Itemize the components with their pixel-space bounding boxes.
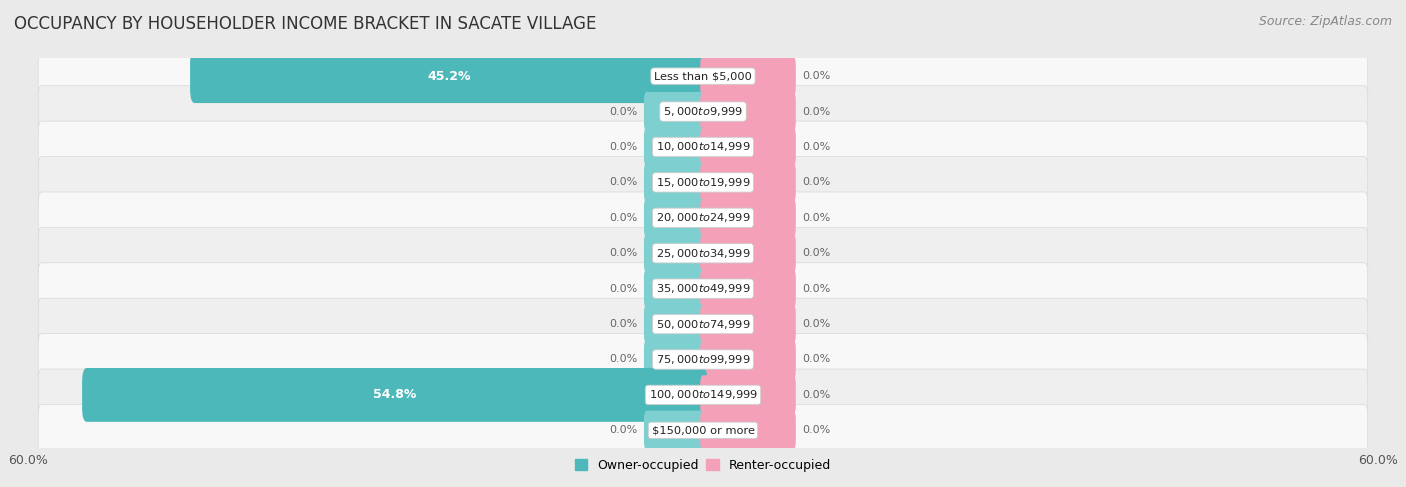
Text: 0.0%: 0.0% — [610, 425, 638, 435]
FancyBboxPatch shape — [644, 163, 706, 202]
FancyBboxPatch shape — [38, 50, 1368, 102]
Text: $100,000 to $149,999: $100,000 to $149,999 — [648, 389, 758, 401]
FancyBboxPatch shape — [700, 304, 796, 344]
FancyBboxPatch shape — [644, 198, 706, 238]
FancyBboxPatch shape — [38, 86, 1368, 137]
FancyBboxPatch shape — [700, 411, 796, 450]
Text: 0.0%: 0.0% — [610, 107, 638, 116]
Text: 0.0%: 0.0% — [610, 283, 638, 294]
Text: 0.0%: 0.0% — [610, 248, 638, 258]
Text: 0.0%: 0.0% — [801, 177, 830, 187]
FancyBboxPatch shape — [38, 298, 1368, 350]
FancyBboxPatch shape — [700, 92, 796, 131]
Text: $20,000 to $24,999: $20,000 to $24,999 — [655, 211, 751, 225]
FancyBboxPatch shape — [82, 368, 707, 422]
FancyBboxPatch shape — [190, 49, 707, 103]
Text: $10,000 to $14,999: $10,000 to $14,999 — [655, 140, 751, 153]
FancyBboxPatch shape — [38, 121, 1368, 173]
FancyBboxPatch shape — [700, 56, 796, 96]
Text: 54.8%: 54.8% — [373, 389, 416, 401]
Text: $50,000 to $74,999: $50,000 to $74,999 — [655, 318, 751, 331]
FancyBboxPatch shape — [700, 127, 796, 167]
Text: 0.0%: 0.0% — [801, 213, 830, 223]
Text: 0.0%: 0.0% — [610, 319, 638, 329]
Text: 0.0%: 0.0% — [801, 248, 830, 258]
FancyBboxPatch shape — [644, 304, 706, 344]
FancyBboxPatch shape — [644, 269, 706, 308]
FancyBboxPatch shape — [700, 234, 796, 273]
Text: 0.0%: 0.0% — [801, 107, 830, 116]
FancyBboxPatch shape — [38, 405, 1368, 456]
FancyBboxPatch shape — [700, 269, 796, 308]
Text: $25,000 to $34,999: $25,000 to $34,999 — [655, 247, 751, 260]
FancyBboxPatch shape — [38, 263, 1368, 315]
Text: 0.0%: 0.0% — [610, 177, 638, 187]
Text: $150,000 or more: $150,000 or more — [651, 425, 755, 435]
Text: 45.2%: 45.2% — [427, 70, 471, 83]
Text: 0.0%: 0.0% — [801, 283, 830, 294]
FancyBboxPatch shape — [700, 198, 796, 238]
Text: 0.0%: 0.0% — [801, 71, 830, 81]
Text: 0.0%: 0.0% — [801, 425, 830, 435]
Text: 0.0%: 0.0% — [801, 390, 830, 400]
Text: 0.0%: 0.0% — [610, 142, 638, 152]
Text: 0.0%: 0.0% — [801, 142, 830, 152]
Text: $75,000 to $99,999: $75,000 to $99,999 — [655, 353, 751, 366]
FancyBboxPatch shape — [644, 340, 706, 379]
FancyBboxPatch shape — [38, 156, 1368, 208]
Text: 0.0%: 0.0% — [610, 213, 638, 223]
Legend: Owner-occupied, Renter-occupied: Owner-occupied, Renter-occupied — [569, 454, 837, 477]
FancyBboxPatch shape — [38, 334, 1368, 385]
FancyBboxPatch shape — [644, 411, 706, 450]
Text: 0.0%: 0.0% — [610, 355, 638, 364]
Text: 0.0%: 0.0% — [801, 319, 830, 329]
FancyBboxPatch shape — [38, 369, 1368, 421]
Text: OCCUPANCY BY HOUSEHOLDER INCOME BRACKET IN SACATE VILLAGE: OCCUPANCY BY HOUSEHOLDER INCOME BRACKET … — [14, 15, 596, 33]
FancyBboxPatch shape — [700, 340, 796, 379]
FancyBboxPatch shape — [700, 375, 796, 414]
Text: $5,000 to $9,999: $5,000 to $9,999 — [664, 105, 742, 118]
Text: $15,000 to $19,999: $15,000 to $19,999 — [655, 176, 751, 189]
FancyBboxPatch shape — [700, 163, 796, 202]
Text: $35,000 to $49,999: $35,000 to $49,999 — [655, 282, 751, 295]
FancyBboxPatch shape — [644, 127, 706, 167]
Text: Source: ZipAtlas.com: Source: ZipAtlas.com — [1258, 15, 1392, 28]
FancyBboxPatch shape — [38, 192, 1368, 244]
FancyBboxPatch shape — [38, 227, 1368, 279]
Text: Less than $5,000: Less than $5,000 — [654, 71, 752, 81]
Text: 0.0%: 0.0% — [801, 355, 830, 364]
FancyBboxPatch shape — [644, 234, 706, 273]
FancyBboxPatch shape — [644, 92, 706, 131]
